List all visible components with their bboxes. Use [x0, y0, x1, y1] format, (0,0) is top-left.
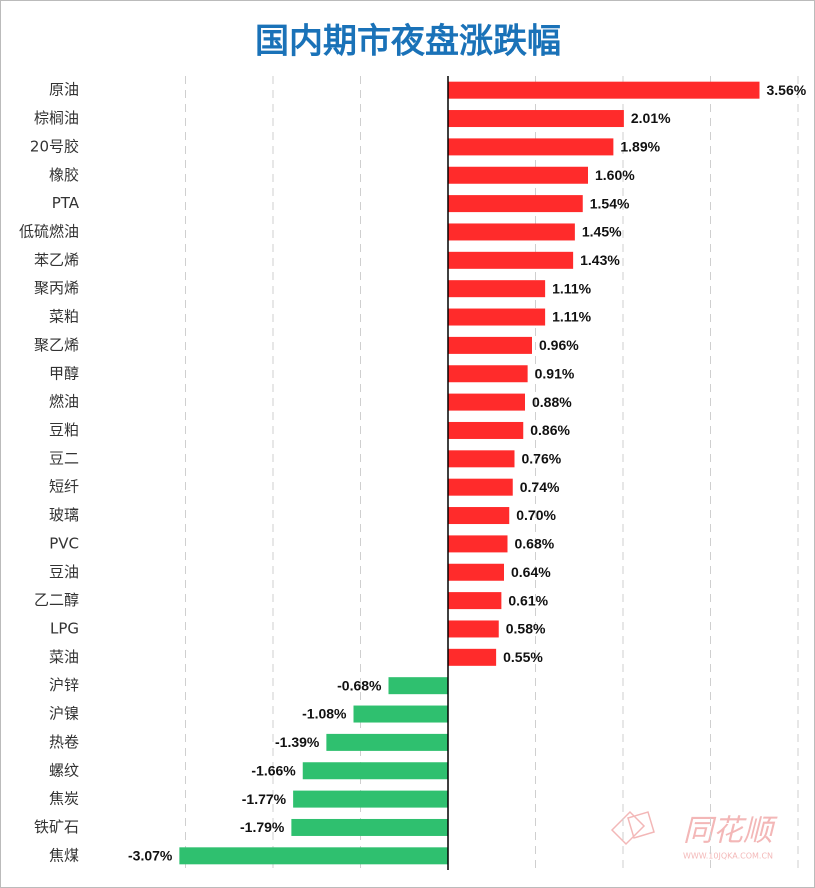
- bar: [448, 308, 546, 326]
- value-label: 1.89%: [620, 139, 660, 155]
- value-label: 1.11%: [552, 309, 591, 325]
- chart-title: 国内期市夜盘涨跌幅: [255, 22, 561, 62]
- y-tick-label: 低硫燃油: [19, 222, 79, 240]
- value-label: 0.64%: [511, 564, 551, 580]
- y-tick-label: 热卷: [49, 733, 79, 751]
- value-label: 0.76%: [522, 451, 562, 467]
- value-label: 0.86%: [530, 422, 570, 438]
- bar: [448, 195, 583, 213]
- value-label: 0.74%: [520, 479, 560, 495]
- y-tick-label: 燃油: [49, 393, 79, 411]
- bar: [302, 762, 448, 780]
- y-tick-label: 橡胶: [49, 166, 79, 184]
- value-label: -1.79%: [240, 819, 285, 835]
- y-tick-label: 棕榈油: [34, 109, 79, 127]
- bar: [448, 336, 532, 354]
- bar: [448, 138, 614, 156]
- y-tick-label: PTA: [52, 194, 80, 212]
- value-label: 1.60%: [595, 167, 635, 183]
- y-tick-label: 沪锌: [49, 676, 79, 694]
- bar: [448, 507, 510, 525]
- y-tick-label: 聚乙烯: [34, 336, 79, 354]
- y-tick-label: 铁矿石: [34, 818, 79, 836]
- watermark: 同花顺 WWW.10JQKA.COM.CN: [610, 810, 778, 861]
- y-tick-label: PVC: [49, 534, 79, 552]
- bar: [448, 421, 524, 439]
- y-tick-label: 沪镍: [49, 705, 79, 723]
- bar: [448, 592, 502, 610]
- value-label: 1.11%: [552, 280, 591, 296]
- y-tick-label: 20号胶: [30, 137, 79, 155]
- bar: [448, 280, 546, 298]
- y-tick-label: 苯乙烯: [34, 251, 79, 269]
- value-label: 0.88%: [532, 394, 572, 410]
- bar: [448, 365, 528, 383]
- watermark-brand: 同花顺: [683, 814, 778, 849]
- value-label: 1.54%: [590, 195, 630, 211]
- y-tick-label: 原油: [49, 81, 79, 99]
- value-label: 0.61%: [508, 592, 548, 608]
- y-tick-label: 聚丙烯: [34, 279, 79, 297]
- value-label: -1.77%: [242, 791, 287, 807]
- bar: [448, 110, 624, 128]
- y-tick-label: 菜粕: [49, 308, 79, 326]
- value-label: -1.66%: [251, 762, 296, 778]
- value-label: 0.91%: [535, 365, 575, 381]
- value-label: 0.96%: [539, 337, 579, 353]
- y-tick-label: 螺纹: [49, 761, 79, 779]
- y-tick-label: LPG: [50, 619, 79, 637]
- bar: [448, 166, 588, 184]
- bar: [448, 450, 515, 468]
- y-tick-label: 玻璃: [49, 506, 79, 524]
- watermark-logo: [610, 810, 655, 846]
- value-label: 0.68%: [515, 536, 555, 552]
- value-label: 2.01%: [631, 110, 671, 126]
- bar: [353, 705, 448, 723]
- value-label: 0.58%: [506, 621, 546, 637]
- bar: [448, 223, 575, 241]
- y-tick-label: 豆二: [49, 449, 79, 467]
- value-label: -1.39%: [275, 734, 320, 750]
- value-label: -1.08%: [302, 706, 347, 722]
- bar: [448, 648, 497, 666]
- bar: [448, 393, 525, 411]
- bar: [179, 847, 448, 865]
- bar: [291, 818, 448, 836]
- y-tick-label: 豆油: [49, 563, 79, 581]
- bar: [448, 535, 508, 553]
- y-tick-label: 短纤: [49, 478, 79, 496]
- value-label: -0.68%: [337, 677, 382, 693]
- bar: [448, 81, 760, 99]
- value-label: 1.45%: [582, 224, 622, 240]
- value-label: 1.43%: [580, 252, 620, 268]
- y-tick-label: 焦煤: [49, 846, 79, 864]
- y-tick-label: 菜油: [49, 648, 79, 666]
- y-tick-label: 焦炭: [49, 790, 79, 808]
- bar: [448, 478, 513, 496]
- y-tick-label: 乙二醇: [34, 591, 79, 609]
- value-label: -3.07%: [128, 848, 173, 864]
- value-label: 0.55%: [503, 649, 543, 665]
- watermark-url: WWW.10JQKA.COM.CN: [683, 852, 773, 861]
- value-label: 0.70%: [516, 507, 556, 523]
- bar: [448, 251, 574, 269]
- bar: [448, 563, 504, 581]
- y-tick-label: 甲醇: [49, 364, 79, 382]
- bar: [448, 620, 499, 638]
- bar: [293, 790, 448, 808]
- y-tick-label: 豆粕: [49, 421, 79, 439]
- value-label: 3.56%: [767, 82, 807, 98]
- bar: [326, 733, 448, 751]
- bar: [388, 677, 448, 695]
